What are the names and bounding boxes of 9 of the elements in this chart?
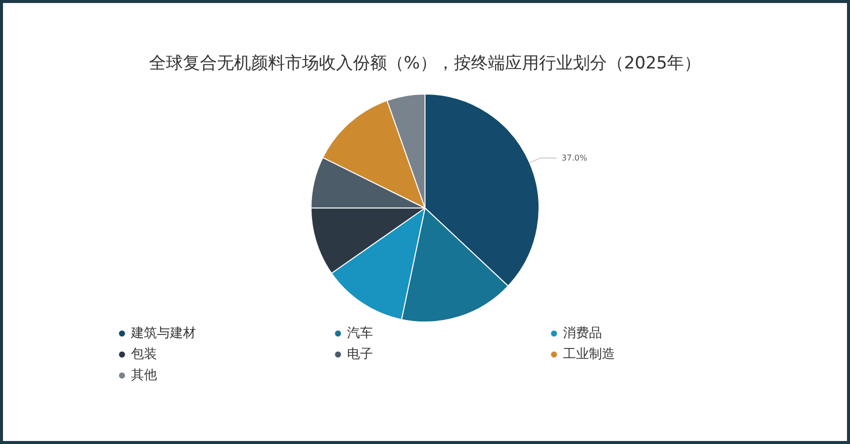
legend-label: 电子 [347,347,373,362]
legend-label: 建筑与建材 [130,326,196,341]
legend-label: 其他 [131,368,157,383]
legend-label: 消费品 [563,326,602,341]
legend-label: 工业制造 [563,347,615,362]
legend-label: 汽车 [347,326,373,341]
chart-title: 全球复合无机颜料市场收入份额（%），按终端应用行业划分（2025年） [148,54,702,74]
data-label: 37.0% [562,153,588,162]
legend-label: 包装 [131,347,157,362]
